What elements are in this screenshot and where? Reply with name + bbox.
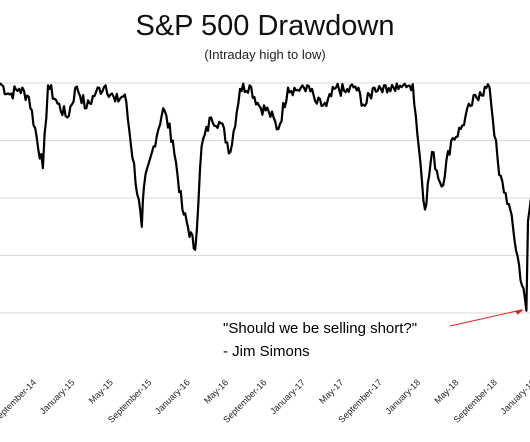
x-tick-label: May-16 — [202, 377, 230, 405]
annotation-arrow-head — [515, 309, 524, 315]
x-tick-label: May-18 — [432, 377, 460, 405]
drawdown-line — [0, 82, 530, 312]
series-layer — [0, 82, 530, 312]
annotation: "Should we be selling short?" - Jim Simo… — [223, 309, 524, 360]
x-tick-label: January-18 — [383, 377, 422, 416]
x-axis-tick-labels: September-14 January-15 May-15September-15… — [0, 377, 530, 424]
annotation-line-2: - Jim Simons — [223, 343, 310, 360]
x-tick-label: September-14 — [0, 377, 38, 424]
gridlines — [0, 82, 530, 314]
chart-subtitle: (Intraday high to low) — [204, 47, 326, 62]
x-tick-label: January-15 — [38, 377, 77, 416]
annotation-arrow — [449, 309, 523, 327]
x-tick-label: January-17 — [268, 377, 307, 416]
x-tick-label: January-19 — [499, 377, 530, 416]
x-tick-label: May-15 — [87, 377, 115, 405]
chart-title: S&P 500 Drawdown — [135, 10, 395, 42]
x-tick-label: May-17 — [317, 377, 345, 405]
x-tick-label: January-16 — [153, 377, 192, 416]
annotation-line-1: "Should we be selling short?" — [223, 320, 417, 337]
